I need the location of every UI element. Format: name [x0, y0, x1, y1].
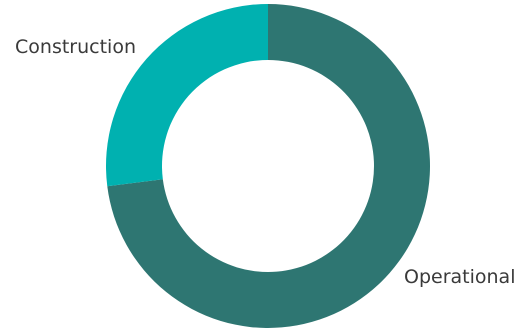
- slice-label-operational: Operational: [404, 266, 515, 288]
- slice-construction: [106, 4, 268, 187]
- slice-operational: [107, 4, 431, 329]
- donut-slices: [106, 4, 431, 329]
- slice-label-construction: Construction: [15, 36, 136, 58]
